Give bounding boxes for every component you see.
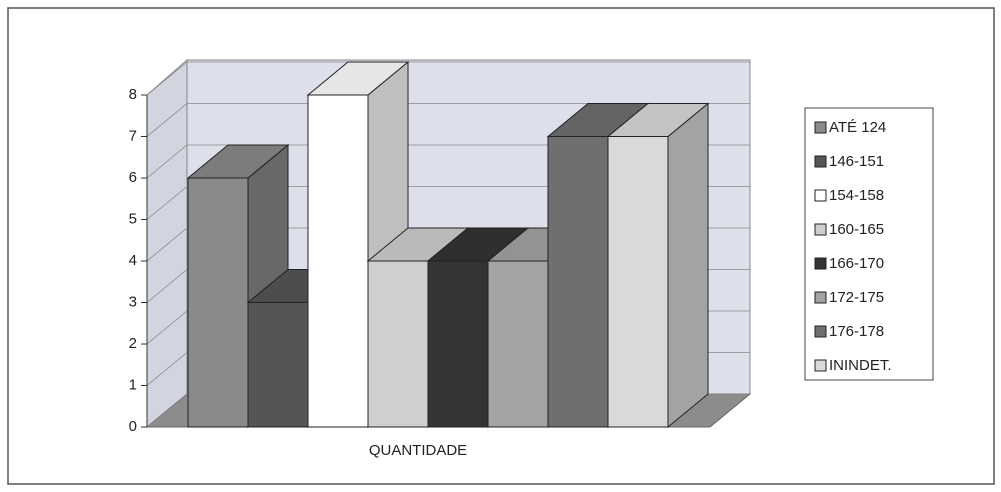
legend-swatch	[814, 223, 827, 236]
y-tick-label: 6	[129, 169, 137, 186]
legend-swatch	[814, 291, 827, 304]
legend-label: 160-165	[829, 221, 884, 238]
bar-side	[667, 102, 709, 429]
legend-label: 172-175	[829, 289, 884, 306]
bar	[427, 260, 489, 428]
legend-swatch	[814, 257, 827, 270]
y-tick-label: 8	[129, 86, 137, 103]
legend-label: 176-178	[829, 323, 884, 340]
legend-swatch	[814, 359, 827, 372]
legend-swatch	[814, 121, 827, 134]
bar	[607, 136, 669, 428]
y-tick-label: 4	[129, 252, 137, 269]
grid-line	[146, 103, 750, 137]
legend-label: 146-151	[829, 153, 884, 170]
y-tick-label: 3	[129, 293, 137, 310]
x-tick-label: QUANTIDADE	[369, 442, 467, 459]
y-tick-label: 5	[129, 210, 137, 227]
legend-swatch	[814, 155, 827, 168]
legend-label: ININDET.	[829, 357, 892, 374]
bar	[247, 302, 309, 428]
grid-line	[146, 61, 750, 96]
side-wall	[146, 58, 188, 429]
legend-label: 154-158	[829, 187, 884, 204]
y-tick-label: 0	[129, 418, 137, 435]
bar	[187, 177, 249, 428]
bar	[367, 260, 429, 428]
legend-swatch	[814, 325, 827, 338]
y-tick-label: 2	[129, 335, 137, 352]
y-tick-label: 1	[129, 376, 137, 393]
bar	[547, 136, 609, 428]
legend-label: 166-170	[829, 255, 884, 272]
legend-label: ATÉ 124	[829, 119, 886, 136]
bar	[487, 260, 549, 428]
legend-swatch	[814, 189, 827, 202]
y-tick-label: 7	[129, 127, 137, 144]
bar	[307, 94, 369, 428]
